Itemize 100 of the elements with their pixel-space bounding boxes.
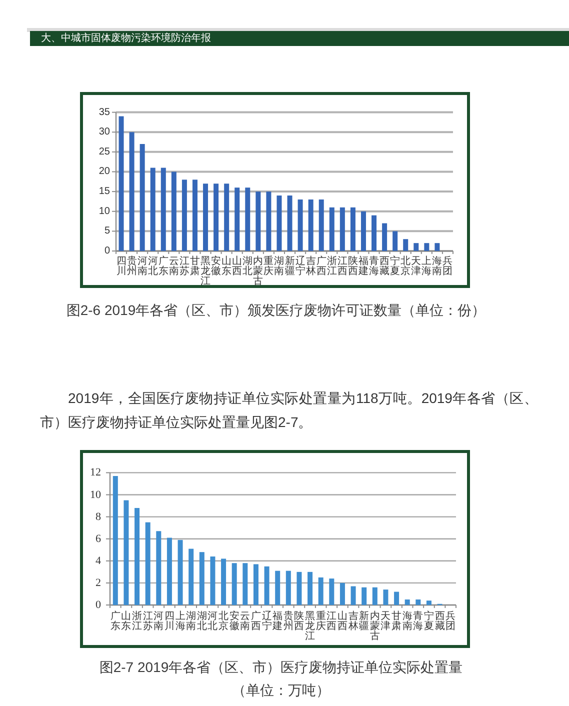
bar [372,215,377,251]
bar [203,184,208,251]
x-tick-label: 河北 [148,255,158,277]
x-tick-label: 陕西 [294,610,304,632]
x-tick-label: 山西 [337,610,348,632]
bar [362,587,367,605]
bar [434,243,440,251]
bar [404,599,410,605]
x-tick-label: 黑龙江 [305,611,316,642]
bar [124,500,129,605]
bar [329,207,334,251]
bar [266,192,272,251]
x-tick-label: 西藏 [434,611,445,632]
x-tick-label: 浙江 [132,610,142,632]
bar [253,564,258,605]
x-tick-label: 湖北 [242,255,253,277]
bar [178,540,183,605]
x-tick-label: 兵团 [442,255,453,277]
bar [134,508,140,605]
bar [394,592,400,605]
x-tick-label: 内蒙古 [253,255,264,287]
text: 2019年，全国医疗废物持证单位实际处置量为118万吨。2019年各省（区、市）医疗废物持证单位实际处置量见图2-7。 [40,389,538,432]
x-tick-label: 湖南 [186,610,196,632]
x-tick-label: 浙江 [326,255,337,277]
x-tick-label: 江西 [337,255,348,277]
x-tick-label: 北京 [218,610,229,632]
text: 图2-7 2019年各省（区、市）医疗废物持证单位实际处置量 [98,658,464,677]
y-tick-label: 8 [96,510,102,523]
bar [298,199,303,251]
x-tick-label: 西藏 [380,256,390,277]
x-tick-label: 安徽 [211,255,222,277]
x-tick-label: 北京 [400,255,411,277]
bar [118,116,124,251]
bar [329,578,334,605]
y-tick-label: 0 [96,599,102,611]
bar [224,184,230,251]
y-tick-label: 30 [98,126,110,138]
x-tick-label: 内蒙古 [370,610,380,642]
x-tick-label: 福建 [272,610,283,632]
x-tick-label: 天津 [380,611,391,632]
bar [214,184,219,251]
x-tick-label: 新疆 [359,610,370,632]
bar [414,243,419,251]
bar [112,476,118,605]
text: 大、中城市固体废物污染环境防治年报 [41,32,211,46]
x-tick-label: 甘肃 [190,255,200,277]
bar [392,231,398,251]
text: 图2-6 2019年各省（区、市）颁发医疗废物许可证数量（单位：份） [65,301,487,320]
x-tick-label: 山西 [232,255,242,277]
bar [171,172,176,251]
x-tick-label: 青海 [413,610,424,632]
bar [416,599,421,605]
bar [221,558,226,605]
x-tick-label: 青海 [369,255,380,277]
x-tick-label: 贵州 [126,255,137,277]
y-tick-label: 25 [98,146,110,158]
bar [383,590,388,605]
bar [426,600,432,605]
x-tick-label: 辽宁 [295,255,306,277]
x-tick-label: 甘肃 [392,610,402,632]
bar [350,586,356,605]
bar [276,196,282,251]
bar [129,132,134,251]
x-tick-label: 广东 [110,610,120,632]
bar [318,199,324,251]
y-tick-label: 35 [98,106,110,118]
text: （单位：万吨） [231,681,331,700]
y-tick-label: 12 [90,466,101,479]
bar [424,243,430,251]
bar [188,548,194,605]
x-tick-label: 天津 [411,256,422,277]
x-tick-label: 上海 [422,255,432,277]
x-tick-label: 河南 [154,610,164,632]
bar [245,188,250,251]
x-tick-label: 宁夏 [390,255,400,277]
x-tick-label: 兵团 [446,610,456,632]
bar [308,199,314,251]
bar [182,180,187,251]
x-tick-label: 重庆 [316,610,326,632]
bar [145,522,150,605]
bar [232,563,237,605]
bar [199,552,204,605]
x-tick-label: 四川 [116,256,126,277]
x-tick-label: 江西 [326,610,337,632]
bar [275,570,280,605]
x-tick-label: 湖北 [196,610,207,632]
bar [296,572,302,605]
x-tick-label: 上海 [175,610,186,632]
y-tick-label: 10 [90,488,102,501]
x-tick-label: 新疆 [284,255,295,277]
x-tick-label: 广西 [316,255,326,277]
x-tick-label: 辽宁 [262,610,272,632]
x-tick-label: 吉林 [304,255,316,277]
x-tick-label: 重庆 [264,255,274,277]
x-tick-label: 云南 [168,256,179,277]
x-tick-label: 福建 [357,255,368,277]
bar [382,223,388,251]
bar [150,168,156,251]
y-tick-label: 6 [96,532,102,545]
x-tick-label: 湖南 [274,255,284,277]
